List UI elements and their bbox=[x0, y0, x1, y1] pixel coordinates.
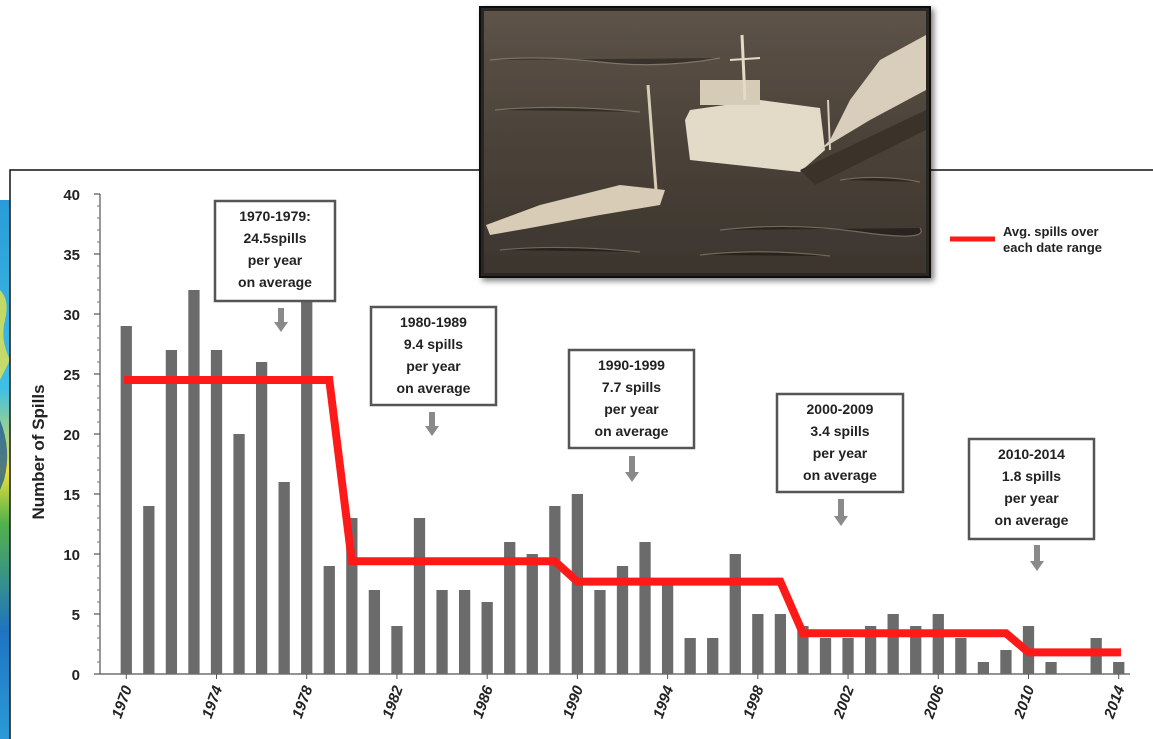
callout-text: 24.5spills bbox=[243, 230, 306, 246]
callout-text: 1970-1979: bbox=[239, 208, 311, 224]
decorative-wave-strip bbox=[0, 200, 12, 739]
bar bbox=[526, 554, 538, 674]
bar bbox=[368, 590, 381, 674]
y-tick-label: 10 bbox=[63, 547, 80, 564]
y-axis-label: Number of Spills bbox=[29, 384, 48, 519]
callout-text: 2010-2014 bbox=[998, 446, 1065, 462]
bar bbox=[797, 626, 809, 674]
bar bbox=[323, 566, 335, 674]
bar bbox=[120, 326, 132, 674]
callout-text: per year bbox=[604, 401, 659, 417]
bar bbox=[910, 626, 922, 674]
average-line bbox=[124, 376, 1121, 657]
bar bbox=[255, 362, 268, 674]
bar bbox=[233, 434, 245, 674]
callout-box bbox=[213, 199, 337, 303]
bar bbox=[842, 638, 854, 674]
callout-text: on average bbox=[803, 467, 877, 483]
y-tick-label: 30 bbox=[63, 307, 80, 324]
bar bbox=[301, 290, 313, 674]
legend-label-line-1: Avg. spills over bbox=[1003, 224, 1099, 239]
bar bbox=[594, 590, 606, 674]
bar bbox=[819, 638, 832, 674]
callout-text: 1980-1989 bbox=[400, 314, 467, 330]
callout-text: per year bbox=[1004, 490, 1059, 506]
bar bbox=[188, 290, 200, 674]
y-tick-label: 25 bbox=[63, 367, 80, 384]
bar bbox=[413, 518, 426, 674]
callout-text: on average bbox=[595, 423, 669, 439]
callout-4: 2000-2009 3.4 spills per year on average bbox=[775, 392, 905, 526]
bar bbox=[729, 554, 741, 674]
bar bbox=[661, 578, 674, 674]
callout-text: 1.8 spills bbox=[1002, 468, 1061, 484]
legend: Avg. spills over each date range bbox=[950, 224, 1102, 255]
callout-box bbox=[967, 437, 1096, 541]
bar bbox=[504, 542, 516, 674]
bar bbox=[684, 638, 696, 674]
callout-arrow-icon bbox=[625, 456, 639, 482]
callout-box bbox=[567, 348, 696, 450]
bar bbox=[278, 482, 290, 674]
bar bbox=[1045, 662, 1057, 674]
callout-text: 3.4 spills bbox=[810, 423, 869, 439]
callout-text: per year bbox=[248, 252, 303, 268]
callout-text: on average bbox=[995, 512, 1069, 528]
bar bbox=[210, 350, 223, 674]
y-tick-label: 5 bbox=[72, 607, 80, 624]
bar bbox=[887, 614, 899, 674]
bar bbox=[391, 626, 403, 674]
callout-arrow-icon bbox=[1030, 545, 1044, 571]
callout-3: 1990-1999 7.7 spills per year on average bbox=[567, 348, 696, 482]
bar bbox=[616, 566, 629, 674]
bar bbox=[165, 350, 178, 674]
bar bbox=[143, 506, 155, 674]
callout-text: 1990-1999 bbox=[598, 357, 665, 373]
y-tick-label: 20 bbox=[63, 427, 80, 444]
y-tick-label: 15 bbox=[63, 487, 80, 504]
bar bbox=[436, 590, 448, 674]
y-tick-label: 35 bbox=[63, 247, 80, 264]
y-tick-label: 0 bbox=[72, 667, 80, 684]
callout-text: 2000-2009 bbox=[807, 401, 874, 417]
callout-arrow-icon bbox=[274, 308, 288, 332]
bar bbox=[864, 626, 877, 674]
bar bbox=[549, 506, 561, 674]
shipwreck-photo bbox=[479, 6, 931, 278]
callout-arrow-icon bbox=[425, 412, 439, 436]
callout-box bbox=[369, 305, 498, 407]
bar bbox=[955, 638, 967, 674]
bar bbox=[481, 602, 493, 674]
bar bbox=[1113, 662, 1125, 674]
callout-text: per year bbox=[406, 358, 461, 374]
y-tick-label: 40 bbox=[63, 187, 80, 204]
callout-text: per year bbox=[813, 445, 868, 461]
callout-text: on average bbox=[397, 380, 471, 396]
bar bbox=[458, 590, 471, 674]
bar bbox=[1000, 650, 1012, 674]
bar bbox=[707, 638, 719, 674]
callout-1: 1970-1979: 24.5spills per year on average bbox=[213, 199, 337, 332]
y-axis-ticks: 0 5 10 15 20 25 30 35 40 bbox=[63, 187, 100, 684]
callout-5: 2010-2014 1.8 spills per year on average bbox=[967, 437, 1096, 571]
bar bbox=[752, 614, 764, 674]
callout-box bbox=[775, 392, 905, 494]
bar-series bbox=[120, 290, 1125, 674]
bar bbox=[346, 518, 358, 674]
bar bbox=[639, 542, 651, 674]
callout-text: on average bbox=[238, 274, 312, 290]
callout-arrow-icon bbox=[834, 499, 848, 526]
bar bbox=[932, 614, 944, 674]
callout-2: 1980-1989 9.4 spills per year on average bbox=[369, 305, 498, 436]
bar bbox=[774, 614, 787, 674]
bar bbox=[977, 662, 990, 674]
legend-label-line-2: each date range bbox=[1003, 240, 1102, 255]
callout-text: 7.7 spills bbox=[602, 379, 661, 395]
callout-text: 9.4 spills bbox=[404, 336, 463, 352]
